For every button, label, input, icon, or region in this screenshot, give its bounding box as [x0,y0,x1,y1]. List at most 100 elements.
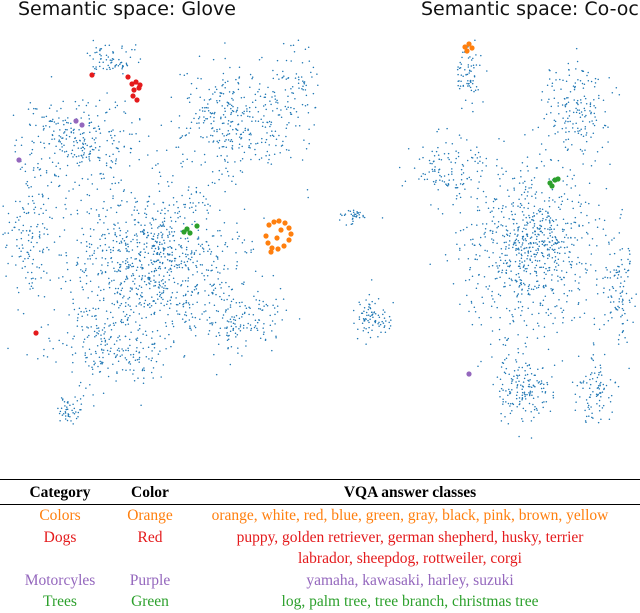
background-point [80,242,82,244]
background-point [374,302,376,305]
background-point [166,259,169,261]
background-point [527,289,529,292]
background-point [582,87,585,89]
background-point [549,69,551,72]
background-point [580,203,582,205]
background-point [64,418,67,420]
background-point [499,256,501,259]
background-point [100,269,102,272]
background-point [486,70,488,72]
background-point [534,270,536,272]
background-point [51,133,54,136]
background-point [545,210,547,212]
background-point [276,59,279,62]
background-point [457,73,459,76]
background-point [269,125,271,128]
background-point [260,118,262,120]
background-point [230,321,232,323]
highlight-point-trees [187,230,193,236]
background-point [99,145,101,148]
background-point [169,240,171,242]
background-point [144,212,146,215]
background-point [199,96,201,98]
background-point [517,301,520,303]
background-point [154,240,157,243]
background-point [589,373,592,376]
background-point [584,409,586,412]
background-point [108,286,111,289]
background-point [541,90,544,93]
background-point [547,257,549,260]
background-point [569,110,571,112]
background-point [227,80,229,82]
background-point [505,246,507,248]
background-point [96,51,98,54]
background-point [78,184,81,186]
background-point [443,181,446,183]
background-point [388,315,391,318]
background-point [540,382,543,385]
background-point [107,228,109,231]
background-point [522,239,525,241]
background-point [575,401,577,403]
background-point [58,254,60,256]
background-point [17,291,20,294]
background-point [551,188,554,191]
background-point [285,108,288,110]
background-point [112,58,115,60]
background-point [351,214,354,217]
background-point [152,377,154,379]
background-point [127,243,129,245]
background-point [522,353,524,355]
background-point [91,368,94,370]
background-point [552,288,554,291]
highlight-point-colors [266,222,272,228]
background-point [563,241,565,243]
background-point [153,300,156,302]
background-point [188,319,191,321]
background-point [22,229,24,232]
background-point [301,159,304,161]
background-point [570,264,573,266]
background-point [506,233,508,235]
background-point [127,298,129,300]
background-point [138,241,141,244]
background-point [188,132,190,134]
background-point [352,220,354,223]
background-point [239,305,241,308]
background-point [155,253,158,255]
background-point [194,326,197,329]
background-point [298,78,300,81]
background-point [250,249,252,251]
background-point [178,302,181,305]
background-point [251,101,254,104]
background-point [271,130,273,132]
background-point [226,155,228,157]
background-point [130,275,133,277]
background-point [134,223,136,226]
background-point [543,200,546,202]
background-point [534,406,536,408]
background-point [131,265,133,268]
background-point [546,84,549,87]
background-point [66,406,68,408]
background-point [132,265,135,268]
background-point [84,142,87,145]
background-point [205,117,207,120]
background-point [431,150,433,153]
background-point [112,52,114,54]
background-point [206,118,209,120]
background-point [102,392,105,395]
background-point [181,247,183,249]
background-point [592,359,595,362]
background-point [223,158,226,161]
background-point [536,380,538,382]
background-point [132,273,134,275]
background-point [70,131,73,134]
background-point [81,227,83,230]
background-point [552,292,555,294]
background-point [215,293,217,296]
background-point [163,217,166,219]
background-point [254,325,257,327]
background-point [199,192,201,194]
